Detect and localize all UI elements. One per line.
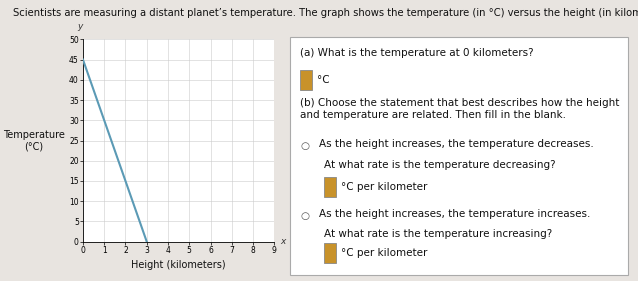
Text: ○: ○ xyxy=(300,211,309,221)
Text: (b) Choose the statement that best describes how the height
and temperature are : (b) Choose the statement that best descr… xyxy=(300,98,619,120)
X-axis label: Height (kilometers): Height (kilometers) xyxy=(131,260,226,270)
Text: x: x xyxy=(280,237,285,246)
Text: (a) What is the temperature at 0 kilometers?: (a) What is the temperature at 0 kilomet… xyxy=(300,48,534,58)
Text: °C per kilometer: °C per kilometer xyxy=(341,248,427,258)
Text: As the height increases, the temperature decreases.: As the height increases, the temperature… xyxy=(319,139,594,149)
Text: As the height increases, the temperature increases.: As the height increases, the temperature… xyxy=(319,209,590,219)
Text: Scientists are measuring a distant planet’s temperature. The graph shows the tem: Scientists are measuring a distant plane… xyxy=(13,8,638,19)
Text: y: y xyxy=(77,22,83,31)
Text: At what rate is the temperature increasing?: At what rate is the temperature increasi… xyxy=(324,229,553,239)
Text: °C per kilometer: °C per kilometer xyxy=(341,182,427,192)
Text: °C: °C xyxy=(317,75,330,85)
Text: ○: ○ xyxy=(300,140,309,151)
Text: Temperature
(°C): Temperature (°C) xyxy=(3,130,65,151)
Text: At what rate is the temperature decreasing?: At what rate is the temperature decreasi… xyxy=(324,160,556,170)
